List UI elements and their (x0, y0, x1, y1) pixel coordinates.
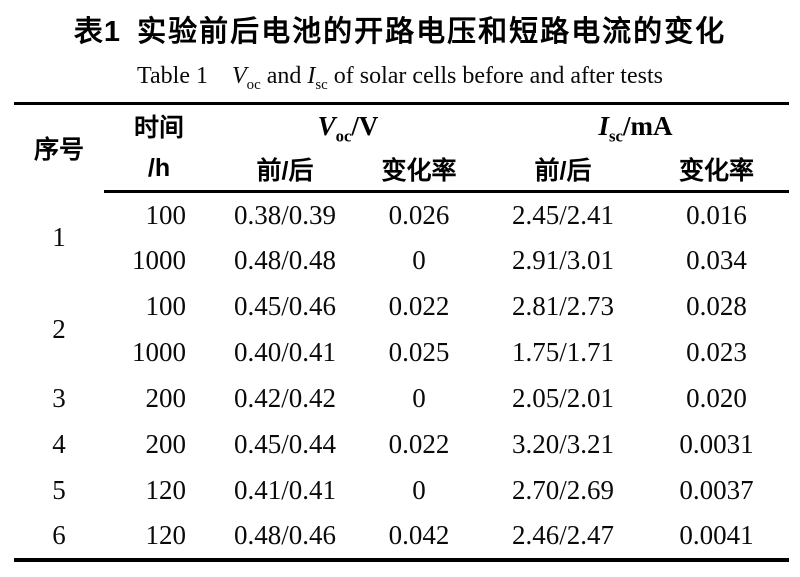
isc-cell: 2.70/2.69 (511, 475, 614, 505)
header-seq: 序号 (33, 136, 84, 165)
table-number-en: Table 1 (137, 63, 208, 89)
isc-cell: 2.05/2.01 (511, 383, 614, 413)
header-time-unit-bottom: /h (104, 147, 214, 193)
seq-cell: 5 (52, 475, 66, 505)
table-title-text-zh: 实验前后电池的开路电压和短路电流的变化 (137, 16, 727, 48)
isc-cell: 2.45/2.41 (511, 199, 614, 230)
time-cell: 1000 (132, 337, 186, 367)
header-isc-change-rate: 变化率 (644, 147, 789, 193)
header-voc-group: Voc/V (214, 104, 482, 148)
isc-rate-cell: 0.023 (686, 337, 747, 367)
isc-rate-cell: 0.0031 (679, 429, 754, 459)
voc-symbol: V (231, 63, 247, 89)
header-voc-change-rate: 变化率 (356, 147, 482, 193)
time-cell: 120 (145, 520, 187, 550)
results-table: 序号 时间 Voc/V Isc/mA /h 前/后 变化率 前/后 变化率 1 … (14, 102, 789, 562)
isc-cell: 2.46/2.47 (511, 520, 614, 550)
table-header: 序号 时间 Voc/V Isc/mA /h 前/后 变化率 前/后 变化率 (14, 104, 789, 193)
header-voc-before-after: 前/后 (214, 147, 356, 193)
voc-rate-cell: 0 (412, 383, 426, 413)
table-row: 1 100 0.38/0.39 0.026 2.45/2.41 0.016 (14, 192, 789, 252)
voc-group-label: Voc/V (317, 110, 379, 146)
isc-rate-cell: 0.0037 (679, 475, 754, 505)
table-row: 6 120 0.48/0.46 0.042 2.46/2.47 0.0041 (14, 514, 789, 560)
isc-subscript: sc (315, 76, 328, 93)
voc-cell: 0.45/0.46 (233, 291, 336, 321)
voc-cell: 0.40/0.41 (233, 337, 336, 367)
time-cell: 100 (145, 291, 187, 321)
voc-cell: 0.48/0.48 (233, 245, 336, 275)
isc-rate-cell: 0.028 (686, 291, 747, 321)
caption-rest-text: of solar cells before and after tests (327, 63, 663, 89)
time-cell: 200 (145, 429, 187, 459)
voc-rate-cell: 0 (412, 245, 426, 275)
voc-subscript: oc (246, 76, 261, 93)
isc-cell: 1.75/1.71 (511, 337, 614, 367)
isc-cell: 2.81/2.73 (511, 291, 614, 321)
voc-cell: 0.41/0.41 (233, 475, 336, 505)
table-row: 1000 0.48/0.48 0 2.91/3.01 0.034 (14, 238, 789, 284)
seq-cell: 2 (52, 314, 66, 344)
voc-cell: 0.38/0.39 (233, 199, 336, 230)
isc-rate-cell: 0.020 (686, 383, 747, 413)
header-row-bottom: /h 前/后 变化率 前/后 变化率 (14, 147, 789, 193)
header-isc-group: Isc/mA (482, 104, 789, 148)
table-number-zh: 表1 (73, 16, 122, 48)
header-time-unit-top: 时间 (133, 114, 184, 143)
header-row-top: 序号 时间 Voc/V Isc/mA (14, 104, 789, 165)
table-row: 2 100 0.45/0.46 0.022 2.81/2.73 0.028 (14, 284, 789, 344)
seq-cell: 6 (52, 520, 66, 550)
isc-rate-cell: 0.016 (686, 199, 747, 230)
voc-rate-cell: 0.026 (388, 199, 450, 230)
voc-rate-cell: 0 (412, 475, 426, 505)
isc-group-label: Isc/mA (598, 110, 673, 146)
time-cell: 1000 (132, 245, 186, 275)
table-row: 4 200 0.45/0.44 0.022 3.20/3.21 0.0031 (14, 422, 789, 468)
voc-rate-cell: 0.022 (388, 291, 450, 321)
voc-rate-cell: 0.022 (388, 429, 450, 459)
isc-cell: 3.20/3.21 (511, 429, 614, 459)
voc-cell: 0.42/0.42 (233, 383, 336, 413)
table-body: 1 100 0.38/0.39 0.026 2.45/2.41 0.016 10… (14, 192, 789, 560)
time-cell: 120 (145, 475, 187, 505)
time-cell: 100 (145, 199, 187, 230)
voc-cell: 0.45/0.44 (233, 429, 336, 459)
voc-rate-cell: 0.025 (388, 337, 450, 367)
voc-cell: 0.48/0.46 (233, 520, 336, 550)
isc-cell: 2.91/3.01 (511, 245, 614, 275)
isc-rate-cell: 0.034 (686, 245, 747, 275)
isc-symbol: I (307, 63, 316, 89)
seq-cell: 1 (52, 222, 66, 252)
time-cell: 200 (145, 383, 187, 413)
table-row: 1000 0.40/0.41 0.025 1.75/1.71 0.023 (14, 330, 789, 376)
header-isc-before-after: 前/后 (482, 147, 644, 193)
table-caption-zh: 表1 实验前后电池的开路电压和短路电流的变化 (0, 8, 800, 50)
seq-cell: 3 (52, 383, 66, 413)
table-row: 5 120 0.41/0.41 0 2.70/2.69 0.0037 (14, 468, 789, 514)
caption-and-text: and (260, 63, 308, 89)
table-caption-en: Table 1 Voc and Isc of solar cells before… (0, 63, 800, 93)
voc-rate-cell: 0.042 (388, 520, 450, 550)
seq-cell: 4 (52, 429, 66, 459)
table-row: 3 200 0.42/0.42 0 2.05/2.01 0.020 (14, 376, 789, 422)
isc-rate-cell: 0.0041 (679, 520, 754, 550)
